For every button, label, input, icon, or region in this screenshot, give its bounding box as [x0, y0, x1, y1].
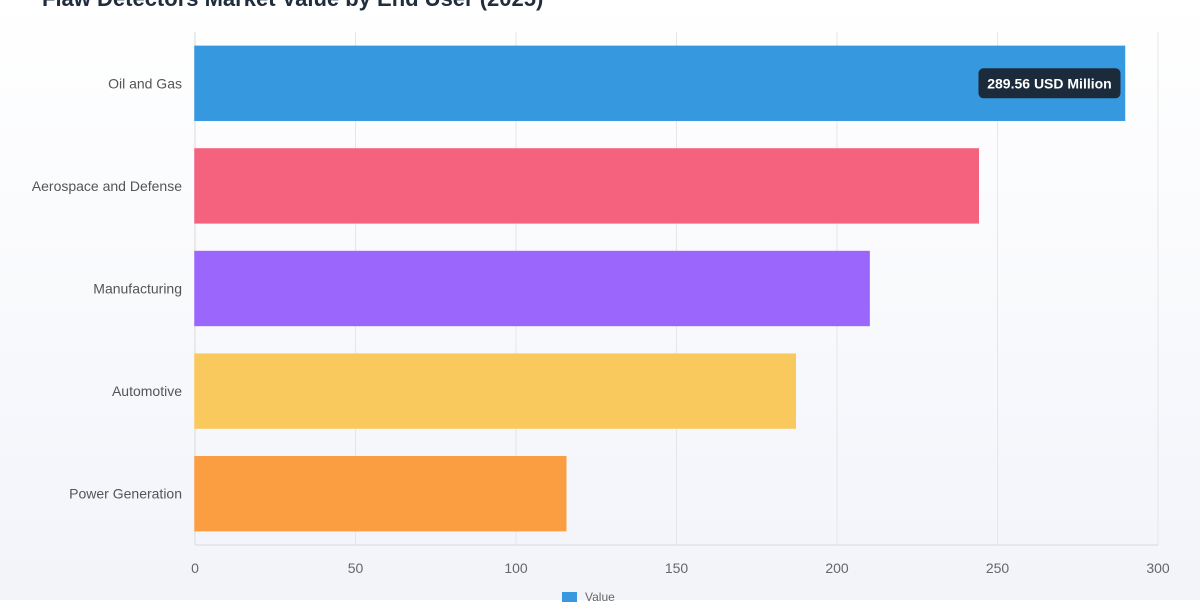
x-tick-label: 100: [504, 560, 528, 576]
category-label: Aerospace and Defense: [32, 178, 182, 194]
legend-label: Value: [585, 590, 615, 604]
category-label: Power Generation: [69, 486, 182, 502]
bar: [194, 353, 797, 429]
bar: [194, 45, 1126, 121]
bar: [194, 456, 567, 532]
category-label: Manufacturing: [93, 281, 182, 297]
legend-swatch: [562, 592, 577, 602]
x-tick-label: 250: [986, 560, 1010, 576]
x-tick-label: 150: [665, 560, 689, 576]
chart-title: Flaw Detectors Market Value by End User …: [42, 0, 543, 12]
value-annotation: 289.56 USD Million: [987, 75, 1111, 91]
x-tick-label: 0: [191, 560, 199, 576]
x-tick-label: 300: [1146, 560, 1170, 576]
category-label: Oil and Gas: [108, 75, 182, 91]
legend[interactable]: Value: [562, 590, 615, 604]
x-tick-label: 50: [348, 560, 364, 576]
bar: [194, 148, 979, 224]
category-label: Automotive: [112, 383, 182, 399]
x-tick-label: 200: [825, 560, 849, 576]
value-tooltip: [978, 68, 1121, 99]
bar: [194, 250, 870, 327]
